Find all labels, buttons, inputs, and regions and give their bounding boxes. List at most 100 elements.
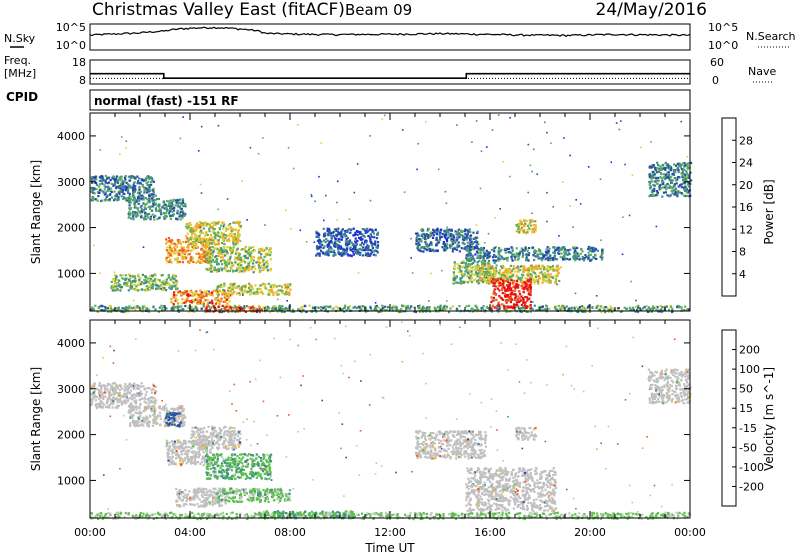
cell-10 [346, 236, 349, 240]
cell-1 [162, 216, 165, 219]
cell-5 [124, 279, 127, 282]
cell-8 [577, 307, 580, 310]
cell-6 [173, 291, 176, 294]
cell-6 [196, 298, 199, 301]
cell-17 [669, 169, 672, 172]
cell-13 [554, 277, 557, 280]
cell-17 [661, 183, 664, 186]
cell-6 [221, 293, 224, 296]
cell-7 [236, 292, 239, 295]
cell-14 [501, 303, 504, 306]
cell-3 [202, 222, 205, 225]
cell-11 [446, 240, 449, 243]
cell-13 [546, 280, 549, 283]
cell-8 [604, 306, 607, 309]
cell-0 [110, 196, 113, 199]
cell-4 [253, 249, 256, 252]
sparse-cell [257, 152, 260, 155]
cell-0 [120, 184, 123, 187]
cell-6 [180, 294, 183, 297]
cell-10 [364, 254, 367, 257]
cell-11 [440, 228, 443, 231]
cell-10 [319, 242, 322, 246]
cell-0 [98, 179, 101, 183]
cell-5 [157, 278, 160, 281]
cell-10 [346, 244, 349, 247]
cell-10 [337, 250, 340, 253]
cell-8 [445, 307, 448, 310]
cell-4 [249, 255, 252, 258]
cell-6 [227, 296, 230, 299]
sparse-cell [410, 237, 412, 240]
cell-4 [269, 269, 272, 272]
plot-title: Christmas Valley East (fitACF) [92, 0, 345, 20]
cell-12 [464, 262, 467, 265]
cell-8 [474, 304, 477, 307]
sparse-cell [425, 238, 428, 241]
sparse-cell [546, 191, 548, 194]
cell-1 [163, 203, 166, 206]
cell-4 [262, 259, 265, 262]
cell-13 [487, 280, 490, 283]
cell-13 [507, 269, 510, 272]
cell-3 [235, 229, 238, 232]
cell-3 [216, 243, 219, 246]
cell-7 [275, 285, 278, 288]
cell-16 [507, 247, 511, 250]
cell-15 [526, 231, 529, 234]
cell-8 [646, 310, 650, 313]
cell-8 [302, 308, 305, 311]
cell-8 [604, 311, 607, 314]
cell-8 [220, 308, 223, 311]
cell-17 [682, 182, 685, 185]
sparse-cell [599, 178, 602, 180]
cell-6 [199, 299, 202, 302]
cell-7 [288, 293, 291, 297]
cell-7 [277, 293, 280, 296]
cell-4 [229, 255, 232, 258]
cell-17 [651, 194, 654, 197]
sparse-cell [494, 217, 497, 219]
cell-0 [123, 192, 126, 195]
cell-0 [137, 197, 140, 200]
cell-10 [369, 254, 372, 257]
cell-14 [498, 304, 501, 307]
cell-6 [187, 295, 190, 298]
cell-16 [547, 249, 550, 252]
cell-6 [207, 293, 210, 296]
nsky-label: N.Sky [4, 32, 36, 45]
cell-14 [501, 298, 504, 301]
cell-15 [533, 224, 536, 227]
cell-8 [441, 308, 444, 311]
cell-11 [458, 236, 461, 239]
cell-3 [217, 231, 220, 234]
cell-13 [554, 269, 557, 272]
sparse-cell [217, 124, 220, 127]
cell-3 [202, 224, 205, 227]
cell-11 [464, 228, 467, 231]
cell-6 [206, 290, 209, 293]
cell-1 [179, 207, 182, 210]
cell-7 [229, 291, 232, 294]
cell-17 [682, 168, 685, 172]
cell-14 [510, 298, 513, 301]
cell-13 [531, 269, 534, 272]
cell-8 [264, 305, 268, 308]
cell-1 [140, 216, 143, 219]
cell-8 [562, 308, 565, 311]
cell-2 [208, 238, 211, 241]
cell-8 [99, 305, 102, 308]
cell-16 [558, 252, 561, 255]
cell-7 [240, 288, 243, 291]
cell-13 [498, 273, 501, 276]
cell-8 [579, 308, 582, 311]
cell-4 [244, 256, 247, 259]
cell-16 [467, 252, 470, 255]
cell-5 [130, 285, 134, 288]
cell-8 [545, 308, 548, 311]
cell-5 [118, 284, 121, 287]
cell-14 [508, 287, 511, 290]
cell-2 [205, 238, 208, 241]
cell-16 [486, 255, 489, 258]
cell-17 [687, 162, 690, 165]
